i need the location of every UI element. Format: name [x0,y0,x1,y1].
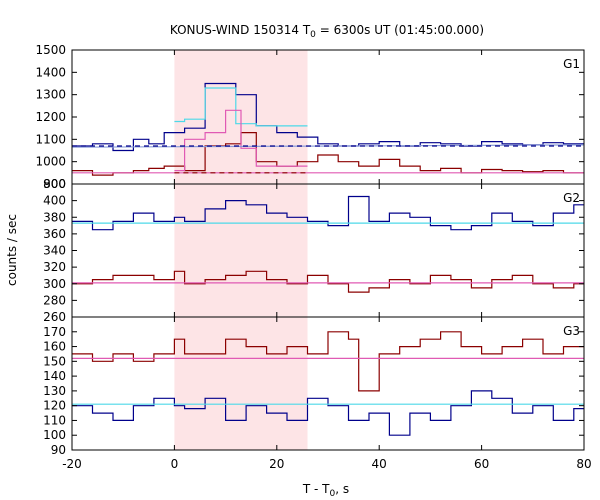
y-tick-label: 260 [43,310,66,324]
panel-frame-G2 [71,183,585,318]
x-axis-label: T - T0, s [302,482,349,499]
y-tick-label: 1300 [35,88,66,102]
y-tick-label: 300 [43,277,66,291]
panel-G2-series-1 [72,270,584,293]
x-tick-label: 40 [372,457,387,471]
y-tick-label: 340 [43,244,66,258]
y-tick-label: 400 [43,194,66,208]
y-tick-label: 150 [43,354,66,368]
y-tick-label: 120 [43,399,66,413]
panel-G2-series-0 [72,195,584,231]
y-tick-label: 160 [43,340,66,354]
y-tick-label: 900 [43,177,66,191]
y-tick-label: 320 [43,260,66,274]
panel-G1-series-1 [174,87,308,127]
panel-label-G3: G3 [563,324,580,338]
y-axis-label: counts / sec [5,214,19,286]
y-tick-label: 800 [43,177,66,191]
y-tick-label: 110 [43,413,66,427]
y-tick-label: 1200 [35,110,66,124]
panel-G1-series-2 [72,132,584,176]
panel-G1-series-3 [174,109,308,172]
x-tick-label: 0 [171,457,179,471]
y-tick-label: 280 [43,293,66,307]
x-tick-label: 20 [269,457,284,471]
x-axis-label-main: T - T [302,482,330,496]
chart-title-rest: = 6300s UT (01:45:00.000) [316,23,484,37]
y-tick-label: 100 [43,428,66,442]
x-tick-label: 80 [576,457,591,471]
y-tick-label: 170 [43,325,66,339]
chart-title-subscript: 0 [310,30,316,40]
x-axis-label-subscript: 0 [330,489,336,499]
panel-label-G1: G1 [563,57,580,71]
y-tick-label: 90 [51,443,66,457]
panel-frame-G1 [71,49,585,185]
chart-title-main: KONUS-WIND 150314 T [170,23,311,37]
panel-frame-G3 [71,316,585,451]
x-tick-label: -20 [62,457,82,471]
panel-G3-series-1 [72,390,584,436]
plot-area: 900100011001200130014001500800G126028030… [35,43,591,471]
y-tick-label: 1100 [35,132,66,146]
y-tick-label: 380 [43,210,66,224]
y-tick-label: 140 [43,369,66,383]
panel-G1-series-0 [72,82,584,152]
y-tick-label: 360 [43,227,66,241]
panel-label-G2: G2 [563,191,580,205]
x-axis-label-rest: , s [335,482,349,496]
y-tick-label: 130 [43,384,66,398]
y-tick-label: 1400 [35,65,66,79]
x-tick-label: 60 [474,457,489,471]
chart-title: KONUS-WIND 150314 T0 = 6300s UT (01:45:0… [170,23,484,40]
y-tick-label: 1500 [35,43,66,57]
y-tick-label: 1000 [35,155,66,169]
panel-G3-series-0 [72,331,584,392]
